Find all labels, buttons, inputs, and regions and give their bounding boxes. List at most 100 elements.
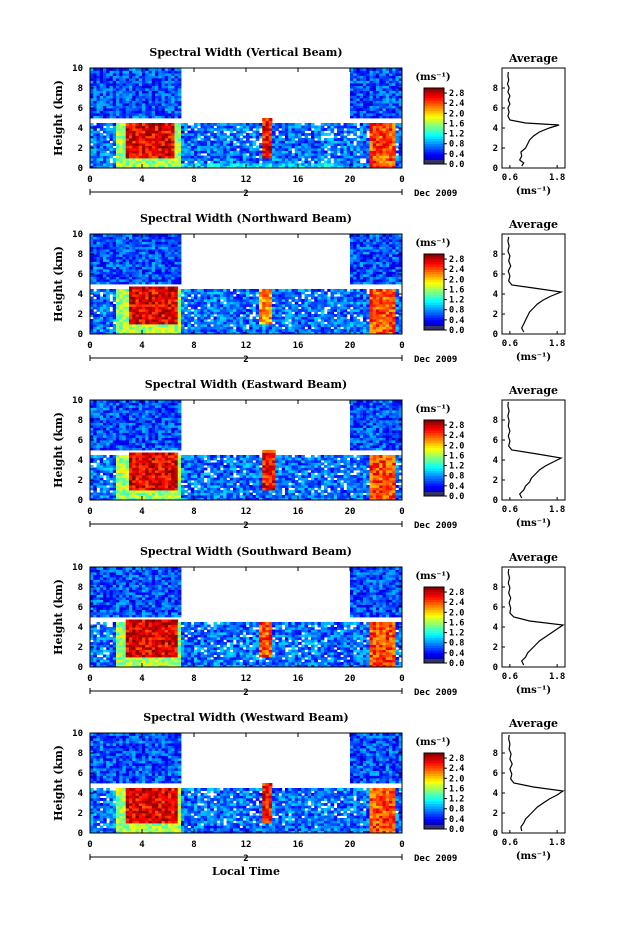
heatmap-cell — [311, 301, 315, 305]
heatmap-cell — [359, 125, 364, 129]
heatmap-cell — [366, 324, 370, 327]
heatmap-cell — [93, 321, 97, 325]
heatmap-cell — [135, 158, 140, 161]
heatmap-cell — [161, 244, 166, 247]
heatmap-cell — [385, 276, 390, 280]
heatmap-cell — [320, 326, 325, 330]
heatmap-cell — [177, 98, 182, 101]
heatmap-cell — [132, 78, 136, 81]
heatmap-cell — [389, 115, 393, 119]
heatmap-cell — [307, 309, 312, 312]
heatmap-cell — [376, 279, 380, 282]
heatmap-cell — [99, 319, 104, 322]
heatmap-cell — [129, 155, 133, 159]
heatmap-cell — [210, 311, 214, 315]
heatmap-cell — [96, 135, 101, 139]
heatmap-cell — [252, 155, 257, 159]
heatmap-cell — [337, 150, 341, 154]
heatmap-cell — [389, 80, 393, 84]
heatmap-cell — [164, 78, 169, 81]
heatmap-cell — [148, 286, 153, 290]
heatmap-cell — [138, 319, 143, 322]
heatmap-cell — [103, 259, 107, 262]
heatmap-cell — [236, 165, 240, 169]
heatmap-cell — [93, 130, 97, 134]
heatmap-cell — [281, 309, 286, 312]
heatmap-cell — [350, 108, 354, 111]
heatmap-cell — [122, 143, 127, 146]
heatmap-cell — [96, 291, 101, 295]
heatmap-cell — [99, 246, 104, 250]
heatmap-cell — [122, 259, 127, 262]
colorbar-swatch — [424, 113, 444, 117]
heatmap-cell — [158, 145, 162, 149]
heatmap-cell — [132, 83, 136, 86]
heatmap-cell — [174, 254, 179, 257]
heatmap-cell — [249, 296, 253, 300]
heatmap-cell — [239, 304, 244, 307]
panel-0: Spectral Width (Vertical Beam)0246810Hei… — [52, 46, 566, 199]
heatmap-cell — [158, 160, 162, 164]
heatmap-cell — [346, 153, 351, 156]
heatmap-cell — [265, 158, 270, 161]
heatmap-cell — [177, 269, 182, 272]
heatmap-cell — [350, 143, 354, 146]
heatmap-cell — [307, 148, 312, 151]
heatmap-cell — [262, 148, 266, 151]
heatmap-cell — [177, 143, 182, 146]
heatmap-cell — [265, 165, 270, 169]
heatmap-cell — [356, 128, 361, 131]
heatmap-cell — [369, 311, 374, 315]
heatmap-cell — [96, 155, 101, 159]
heatmap-cell — [148, 155, 153, 159]
heatmap-cell — [379, 70, 383, 74]
heatmap-cell — [288, 321, 292, 325]
heatmap-cell — [382, 236, 387, 240]
heatmap-cell — [164, 130, 169, 134]
colorbar-swatch — [424, 88, 444, 91]
heatmap-cell — [125, 103, 130, 106]
heatmap-cell — [112, 316, 117, 320]
heatmap-cell — [268, 150, 273, 154]
heatmap-cell — [389, 100, 393, 104]
heatmap-cell — [337, 326, 341, 330]
heatmap-cell — [125, 236, 130, 240]
heatmap-cell — [392, 163, 396, 166]
heatmap-cell — [155, 155, 159, 159]
heatmap-cell — [359, 244, 364, 247]
heatmap-cell — [116, 264, 120, 267]
heatmap-cell — [307, 150, 312, 154]
heatmap-cell — [116, 163, 120, 166]
heatmap-cell — [363, 88, 367, 91]
heatmap-cell — [168, 75, 172, 79]
heatmap-cell — [346, 123, 351, 126]
heatmap-cell — [106, 130, 110, 134]
heatmap-cell — [135, 105, 140, 109]
heatmap-cell — [398, 155, 403, 159]
heatmap-cell — [96, 266, 101, 270]
heatmap-cell — [239, 321, 244, 325]
heatmap-cell — [161, 68, 166, 71]
heatmap-cell — [132, 319, 136, 322]
heatmap-cell — [116, 249, 120, 252]
heatmap-cell — [155, 130, 159, 134]
heatmap-cell — [216, 155, 221, 159]
heatmap-cell — [142, 244, 146, 247]
heatmap-cell — [363, 294, 367, 297]
heatmap-cell — [363, 296, 367, 300]
heatmap-cell — [359, 314, 364, 317]
heatmap-cell — [109, 138, 114, 141]
heatmap-cell — [369, 105, 374, 109]
heatmap-cell — [324, 301, 328, 305]
heatmap-cell — [135, 143, 140, 146]
heatmap-cell — [138, 276, 143, 280]
heatmap-cell — [398, 103, 403, 106]
heatmap-cell — [122, 125, 127, 129]
heatmap-cell — [200, 140, 205, 144]
heatmap-cell — [372, 88, 377, 91]
heatmap-cell — [363, 105, 367, 109]
heatmap-cell — [379, 309, 383, 312]
heatmap-cell — [363, 329, 367, 332]
heatmap-cell — [112, 93, 117, 96]
heatmap-cell — [220, 316, 224, 320]
